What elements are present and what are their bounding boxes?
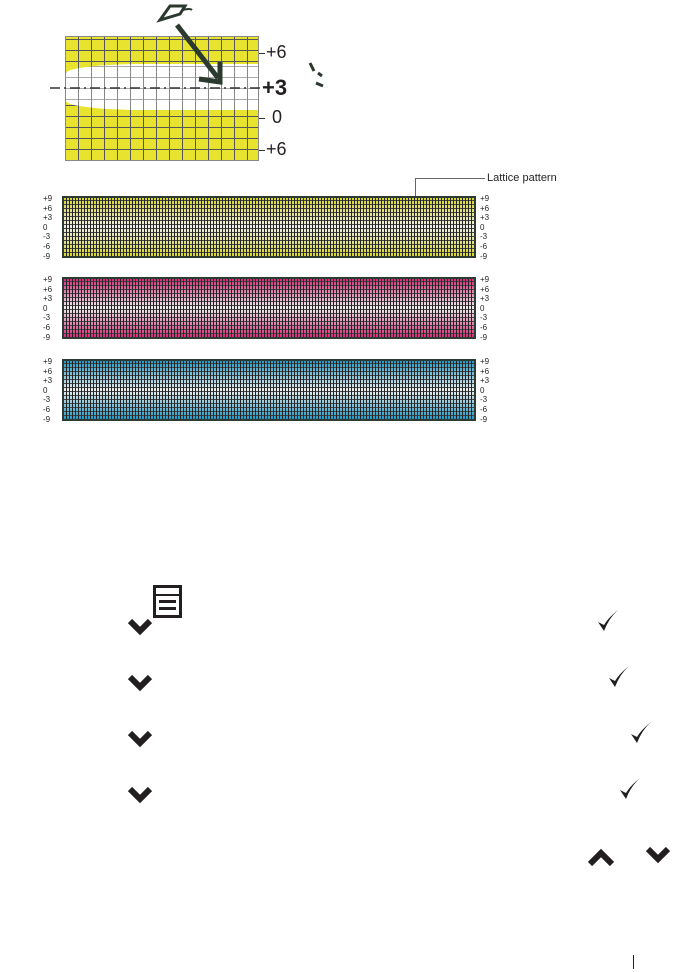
scale-tick-label: -3 — [43, 313, 51, 323]
scale-tick-label: -9 — [43, 332, 51, 342]
scale-tick-label: -6 — [43, 241, 51, 251]
scale-tick-label: +3 — [480, 213, 490, 223]
lattice-scale-right: +9 +6 +3 0 -3 -6 -9 — [480, 357, 498, 424]
scale-tick-label: +6 — [43, 203, 53, 213]
scale-tick-label: -3 — [480, 395, 488, 405]
scale-tick-label: 0 — [43, 303, 48, 313]
chevron-down-icon[interactable] — [128, 786, 152, 804]
check-icon — [609, 666, 629, 687]
scale-tick-label: -6 — [43, 322, 51, 332]
lattice-pattern-label: Lattice pattern — [487, 172, 557, 184]
lattice-bar-magenta — [62, 277, 476, 339]
highlight-spark-icon — [308, 62, 324, 88]
scale-tick-label: +9 — [480, 275, 490, 284]
scale-tick-label: +9 — [480, 357, 490, 366]
lattice-scale-left: +9 +6 +3 0 -3 -6 -9 — [43, 357, 61, 424]
scale-tick-label: +9 — [480, 194, 490, 203]
scale-tick-label: 0 — [480, 303, 485, 313]
scale-tick-label: +6 — [43, 366, 53, 376]
scale-tick-label: -9 — [43, 251, 51, 261]
scale-tick-label: -9 — [43, 414, 51, 424]
scale-tick-label: -3 — [43, 232, 51, 242]
scale-label: +6 — [266, 139, 287, 159]
scale-label: 0 — [272, 107, 283, 127]
scale-tick-label: +3 — [480, 376, 490, 386]
scale-tick-label: +9 — [43, 357, 53, 366]
lattice-scale-left: +9 +6 +3 0 -3 -6 -9 — [43, 275, 61, 342]
scale-tick-label: -6 — [480, 241, 488, 251]
check-icon — [620, 778, 640, 799]
scale-tick-label: +3 — [43, 376, 53, 386]
scale-tick-label: 0 — [480, 222, 485, 232]
scale-tick-label: -9 — [480, 332, 488, 342]
scale-tick-label: -3 — [43, 395, 51, 405]
scale-tick-label: -6 — [43, 404, 51, 414]
chevron-down-icon[interactable] — [128, 674, 152, 692]
lattice-bar-cyan — [62, 359, 476, 421]
chevron-down-icon[interactable] — [128, 618, 152, 636]
scale-tick-label: -9 — [480, 414, 488, 424]
lattice-scale-right: +9 +6 +3 0 -3 -6 -9 — [480, 275, 498, 342]
chevron-down-icon[interactable] — [128, 730, 152, 748]
white-lattice-band — [66, 64, 258, 110]
lattice-scale-right: +9 +6 +3 0 -3 -6 -9 — [480, 194, 498, 261]
scale-tick-label: +3 — [480, 294, 490, 304]
scale-tick-label: 0 — [480, 385, 485, 395]
scale-tick-label: 0 — [43, 222, 48, 232]
menu-icon — [153, 585, 182, 618]
arrow-icon — [175, 23, 220, 80]
chevron-down-icon[interactable] — [646, 846, 670, 864]
page-number-divider — [633, 955, 634, 969]
eye-icon — [156, 4, 188, 23]
scale-tick-label: +6 — [43, 284, 53, 294]
scale-tick-label: -9 — [480, 251, 488, 261]
scale-tick-label: -6 — [480, 404, 488, 414]
scale-tick-label: -3 — [480, 232, 488, 242]
scale-label-highlight: +3 — [262, 75, 288, 100]
scale-tick-label: +9 — [43, 194, 53, 203]
callout-line — [415, 178, 485, 179]
eye-arrow-illustration — [50, 4, 324, 89]
scale-tick-label: +6 — [480, 203, 490, 213]
scale-tick-label: 0 — [43, 385, 48, 395]
lattice-scale-left: +9 +6 +3 0 -3 -6 -9 — [43, 194, 61, 261]
scale-tick-label: +3 — [43, 213, 53, 223]
scale-tick-label: +9 — [43, 275, 53, 284]
check-icon — [598, 610, 618, 631]
scale-tick-label: +6 — [480, 366, 490, 376]
scale-tick-label: -3 — [480, 313, 488, 323]
scale-tick-label: +6 — [480, 284, 490, 294]
lattice-bar-yellow — [62, 196, 476, 258]
scale-tick-label: -6 — [480, 322, 488, 332]
chevron-up-icon[interactable] — [588, 848, 614, 866]
scale-tick-label: +3 — [43, 294, 53, 304]
scale-label: +6 — [266, 42, 287, 62]
check-icon — [631, 722, 651, 743]
